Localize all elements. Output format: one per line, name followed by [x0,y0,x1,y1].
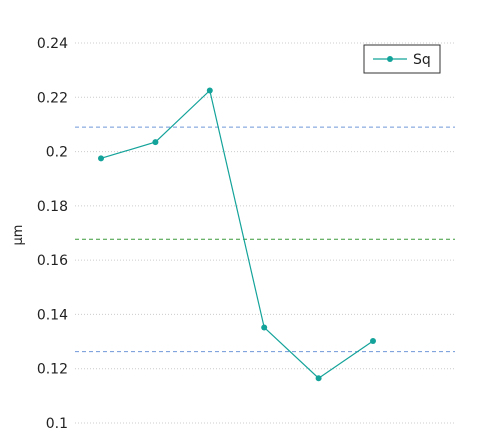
y-tick-label: 0.16 [37,253,68,269]
y-tick-label: 0.14 [37,307,68,323]
y-tick-label: 0.18 [37,199,68,215]
legend[interactable]: Sq [363,44,441,74]
data-point[interactable] [206,87,213,94]
data-point[interactable] [98,155,104,162]
y-tick-label: 0.12 [37,362,68,378]
legend-marker-icon [387,56,393,62]
y-tick-label: 0.24 [37,36,68,52]
y-tick-label: 0.1 [46,416,68,432]
legend-label: Sq [413,52,431,68]
series-layer [98,87,376,382]
y-tick-label: 0.2 [46,145,68,161]
data-point[interactable] [261,324,268,331]
grid-lines [75,42,455,424]
data-point[interactable] [152,139,159,146]
y-axis-ticks: 0.1 0.12 0.14 0.16 0.18 0.2 0.22 0.24 [37,36,68,432]
series-line [100,89,374,379]
reference-lines [75,126,455,353]
data-point[interactable] [315,375,322,382]
y-axis-label: µm [11,225,26,246]
data-point[interactable] [370,338,376,345]
y-tick-label: 0.22 [37,90,68,106]
